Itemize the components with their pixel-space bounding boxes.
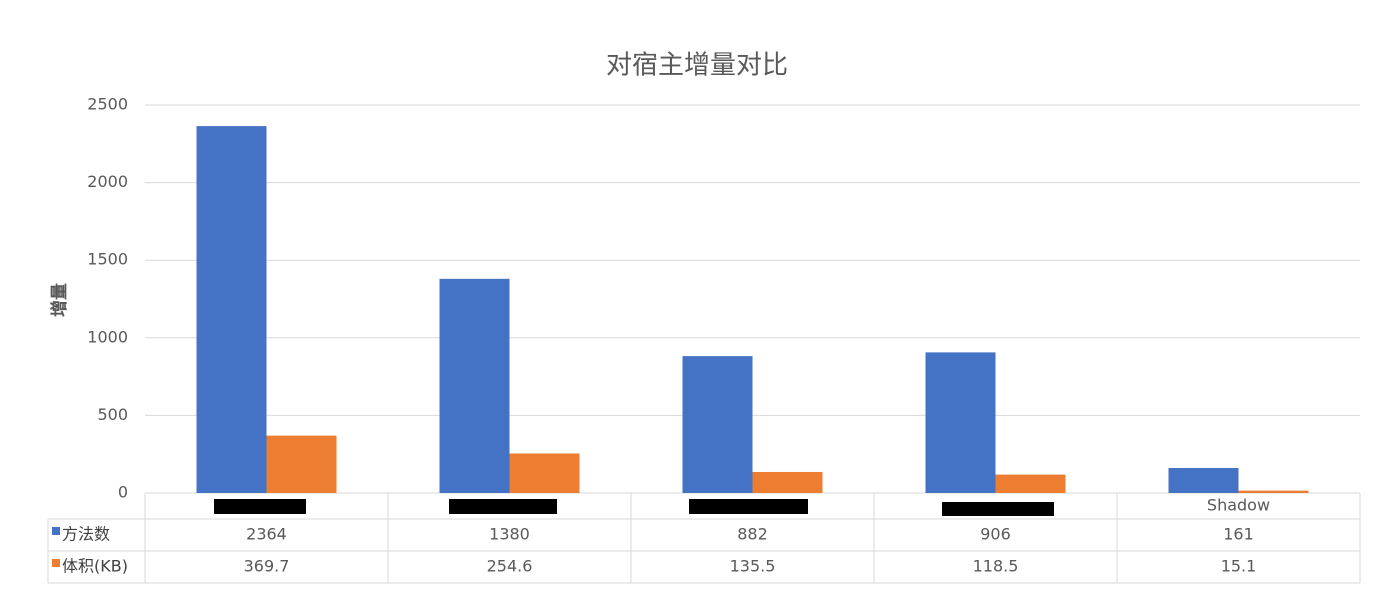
legend-swatch (52, 527, 60, 535)
redaction (942, 502, 1054, 516)
table-value: 135.5 (730, 557, 776, 576)
y-tick-label: 0 (118, 483, 128, 502)
table-value: 882 (737, 525, 768, 544)
table-value: 369.7 (244, 557, 290, 576)
table-value: 118.5 (973, 557, 1019, 576)
table-value: 2364 (246, 525, 287, 544)
bar (682, 356, 753, 493)
redaction (214, 499, 306, 514)
chart-title: 对宿主增量对比 (606, 51, 788, 81)
redaction (449, 499, 557, 514)
bar (196, 126, 267, 493)
legend-label: 体积(KB) (62, 557, 128, 576)
x-tick-label: Shadow (1207, 496, 1270, 515)
legend-swatch (52, 559, 60, 567)
table-value: 1380 (489, 525, 530, 544)
y-tick-label: 1000 (87, 327, 128, 346)
legend-label: 方法数 (62, 525, 110, 544)
y-tick-label: 500 (97, 405, 128, 424)
bar (995, 474, 1066, 493)
bar (925, 352, 996, 493)
y-tick-label: 2000 (87, 172, 128, 191)
y-tick-label: 2500 (87, 95, 128, 114)
bar (266, 435, 337, 493)
bar (439, 278, 510, 493)
bar (1168, 468, 1239, 493)
table-value: 254.6 (487, 557, 533, 576)
table-value: 161 (1223, 525, 1254, 544)
table-value: 15.1 (1221, 557, 1257, 576)
bar (509, 453, 580, 493)
y-tick-label: 1500 (87, 250, 128, 269)
bar (752, 471, 823, 493)
y-axis-label: 增量 (49, 283, 70, 317)
table-value: 906 (980, 525, 1011, 544)
redaction (689, 499, 808, 514)
bar (1238, 490, 1309, 493)
redactions (214, 499, 1054, 516)
